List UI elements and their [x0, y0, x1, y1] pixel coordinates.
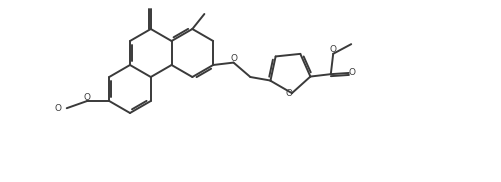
Text: O: O: [330, 45, 337, 54]
Text: O: O: [286, 89, 293, 98]
Text: O: O: [84, 92, 91, 102]
Text: O: O: [348, 68, 355, 78]
Text: O: O: [55, 104, 62, 113]
Text: O: O: [230, 54, 237, 63]
